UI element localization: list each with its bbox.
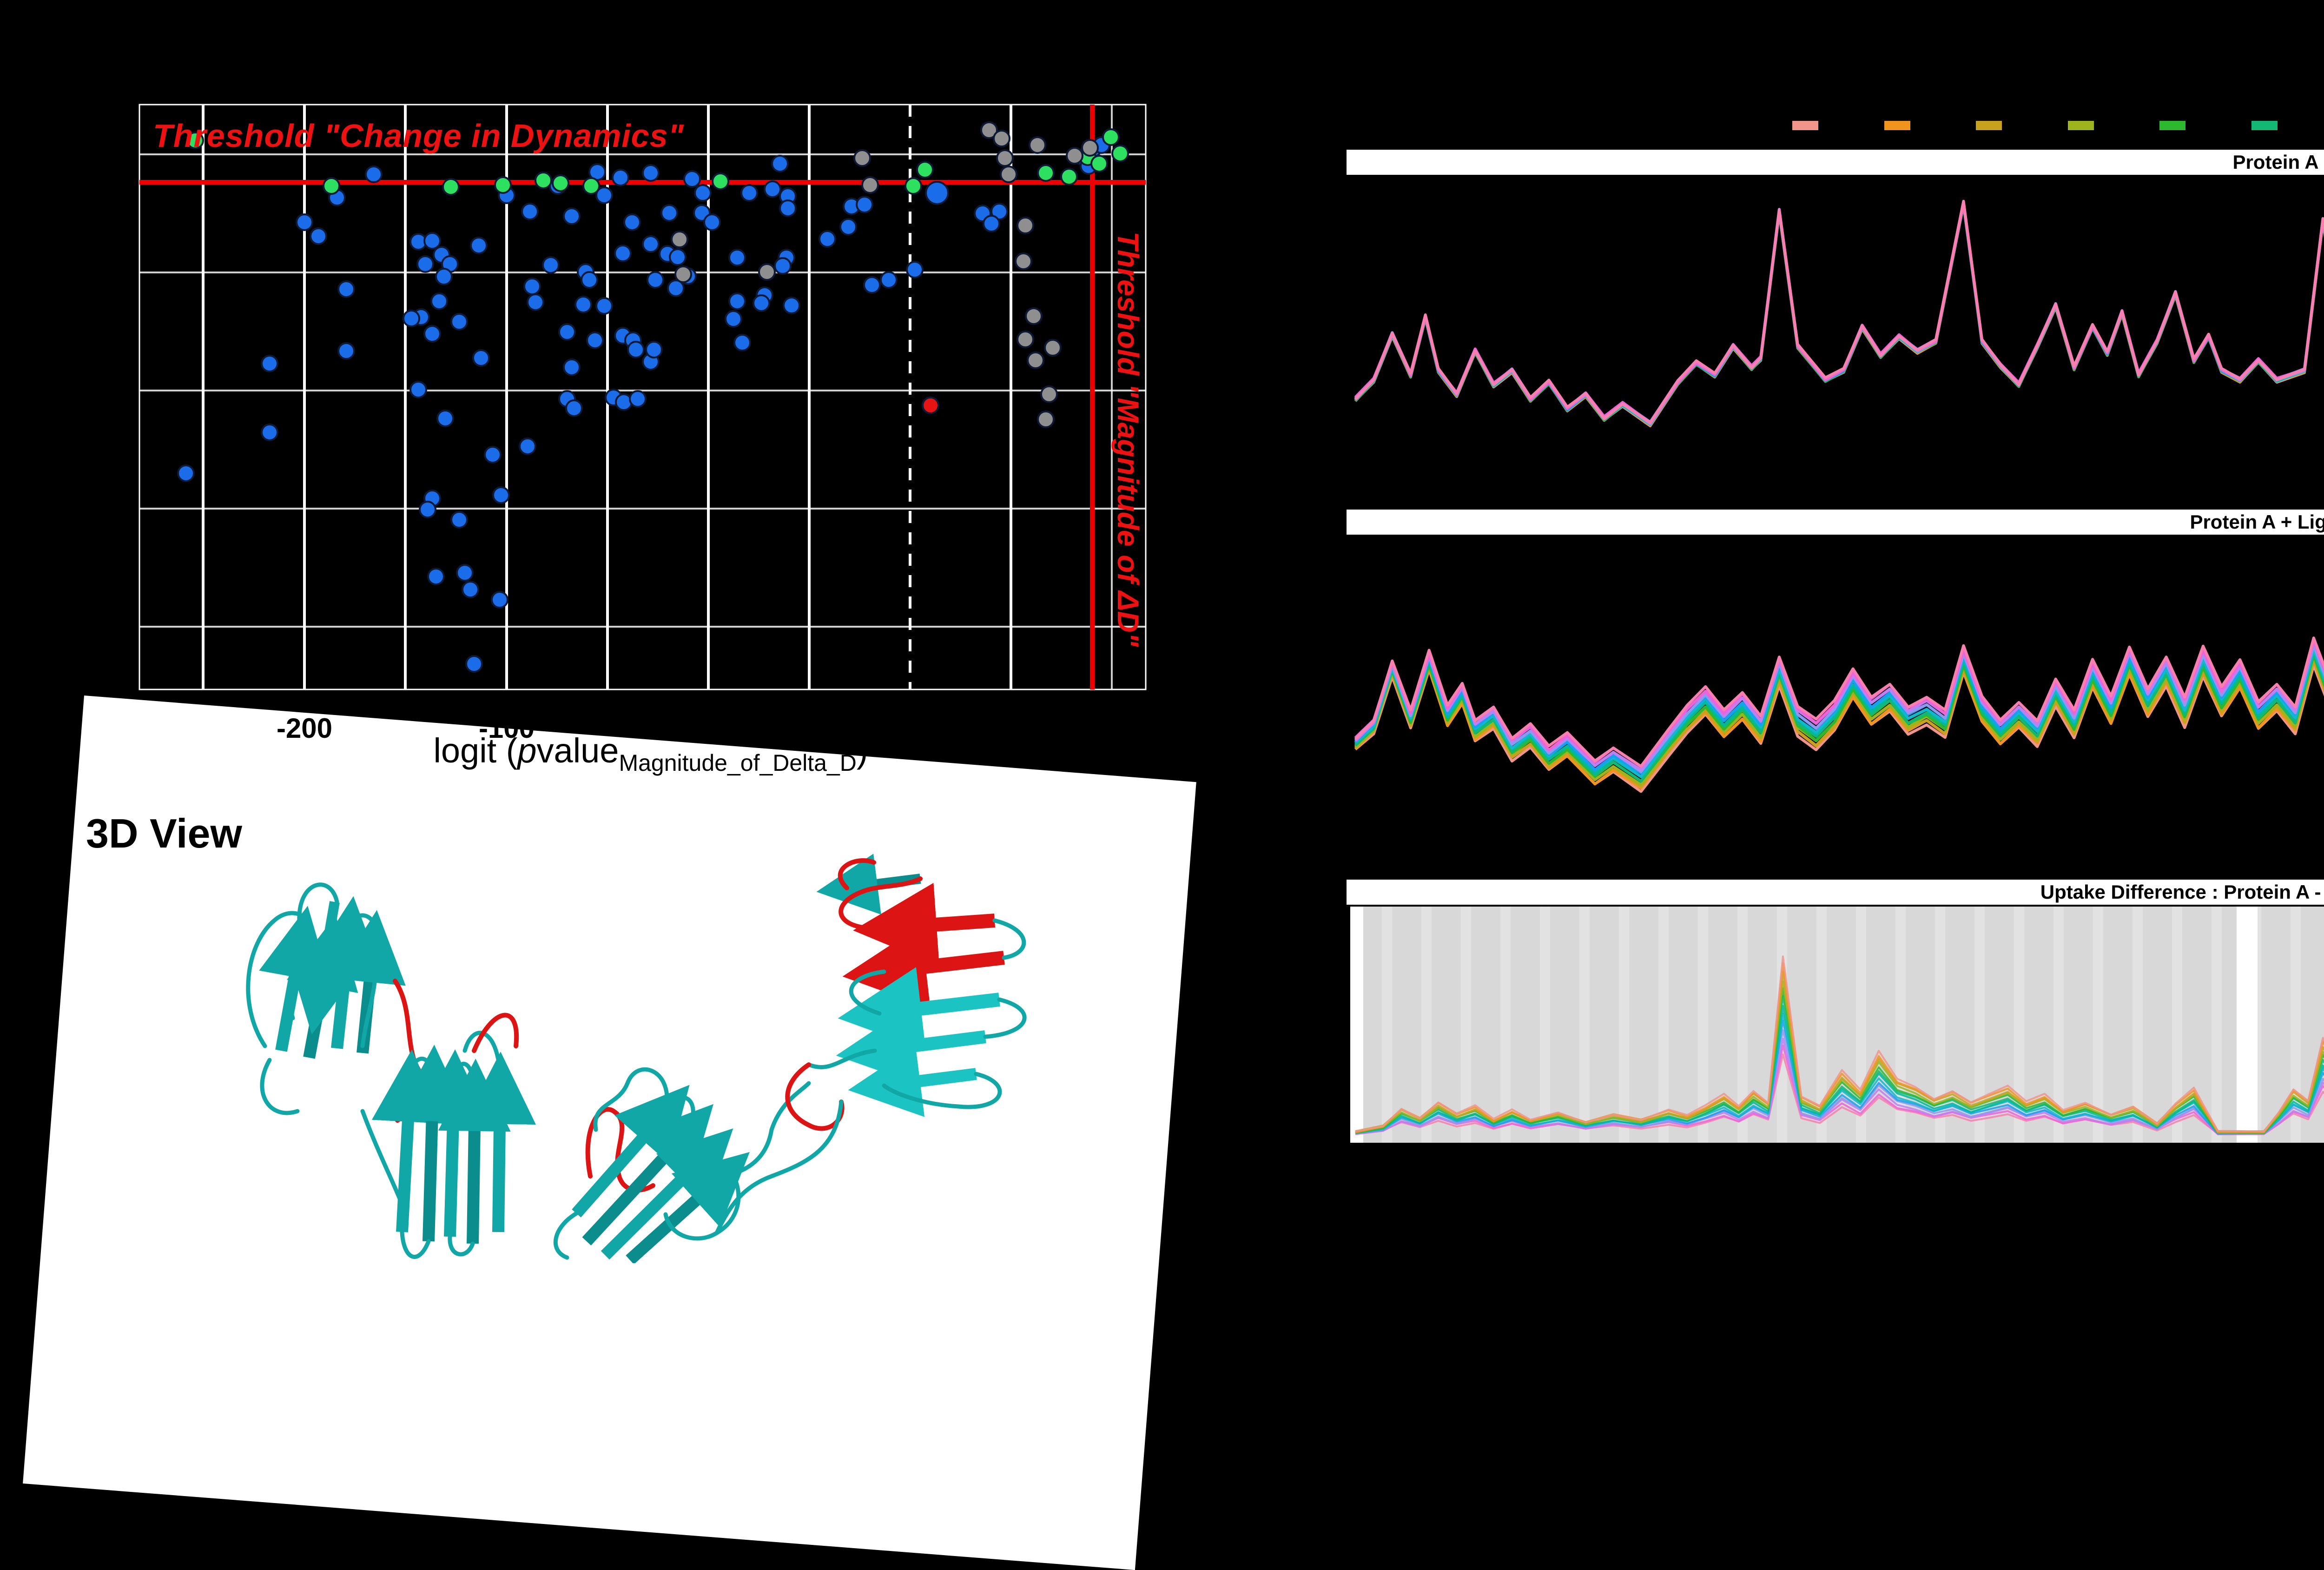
threshold-change-dynamics-label: Threshold "Change in Dynamics"	[153, 118, 684, 154]
legend-swatch-6	[2251, 121, 2278, 130]
x-tick-0: 0	[700, 713, 716, 744]
x-tick-200: 200	[1088, 713, 1136, 744]
uptake-difference-plot[interactable]	[1347, 907, 2324, 1143]
volcano-plot-border	[139, 104, 1147, 690]
volcano-gridlines	[139, 105, 1146, 689]
scatter-points	[177, 121, 1129, 673]
axis-label-suffix: )	[856, 731, 868, 770]
axis-label-subscript: Magnitude_of_Delta_D	[619, 750, 857, 776]
axis-label-prefix: logit (	[433, 731, 518, 770]
axis-label-word: value	[536, 731, 619, 770]
coverage-gap	[2237, 907, 2258, 1143]
legend-swatch-1	[1792, 121, 1818, 130]
axis-label-p: p	[517, 731, 537, 770]
x-tick--100: -100	[478, 713, 535, 744]
protein-3d-structure[interactable]	[195, 851, 1106, 1263]
threshold-magnitude-label: Threshold "Magnitude of ΔD"	[1111, 232, 1145, 647]
panel-title-uptake-difference: Uptake Difference : Protein A - (Protein…	[1347, 880, 2324, 905]
panel-title-protein-a-ligand: Protein A + Ligand	[1347, 510, 2324, 535]
x-tick-100: 100	[886, 713, 934, 744]
timepoint-legend	[1347, 117, 2324, 136]
x-tick--200: -200	[276, 713, 333, 744]
uptake-lines	[1354, 199, 2324, 428]
legend-swatch-5	[2159, 121, 2185, 130]
panel-title-protein-a: Protein A	[1347, 150, 2324, 175]
uptake-lines	[1355, 955, 2324, 1135]
volcano-x-axis-label: logit (pvalueMagnitude_of_Delta_D)	[433, 731, 868, 776]
volcano-plot[interactable]	[0, 0, 1255, 790]
legend-swatch-3	[1976, 121, 2002, 130]
uptake-lines	[1354, 636, 2324, 793]
uptake-plot-protein-a[interactable]	[1347, 176, 2324, 509]
legend-swatch-2	[1884, 121, 1910, 130]
legend-swatch-4	[2067, 121, 2094, 130]
3d-view-title: 3D View	[86, 810, 242, 856]
uptake-plot-protein-a-ligand[interactable]	[1347, 536, 2324, 879]
scatter-point-large	[925, 181, 949, 205]
